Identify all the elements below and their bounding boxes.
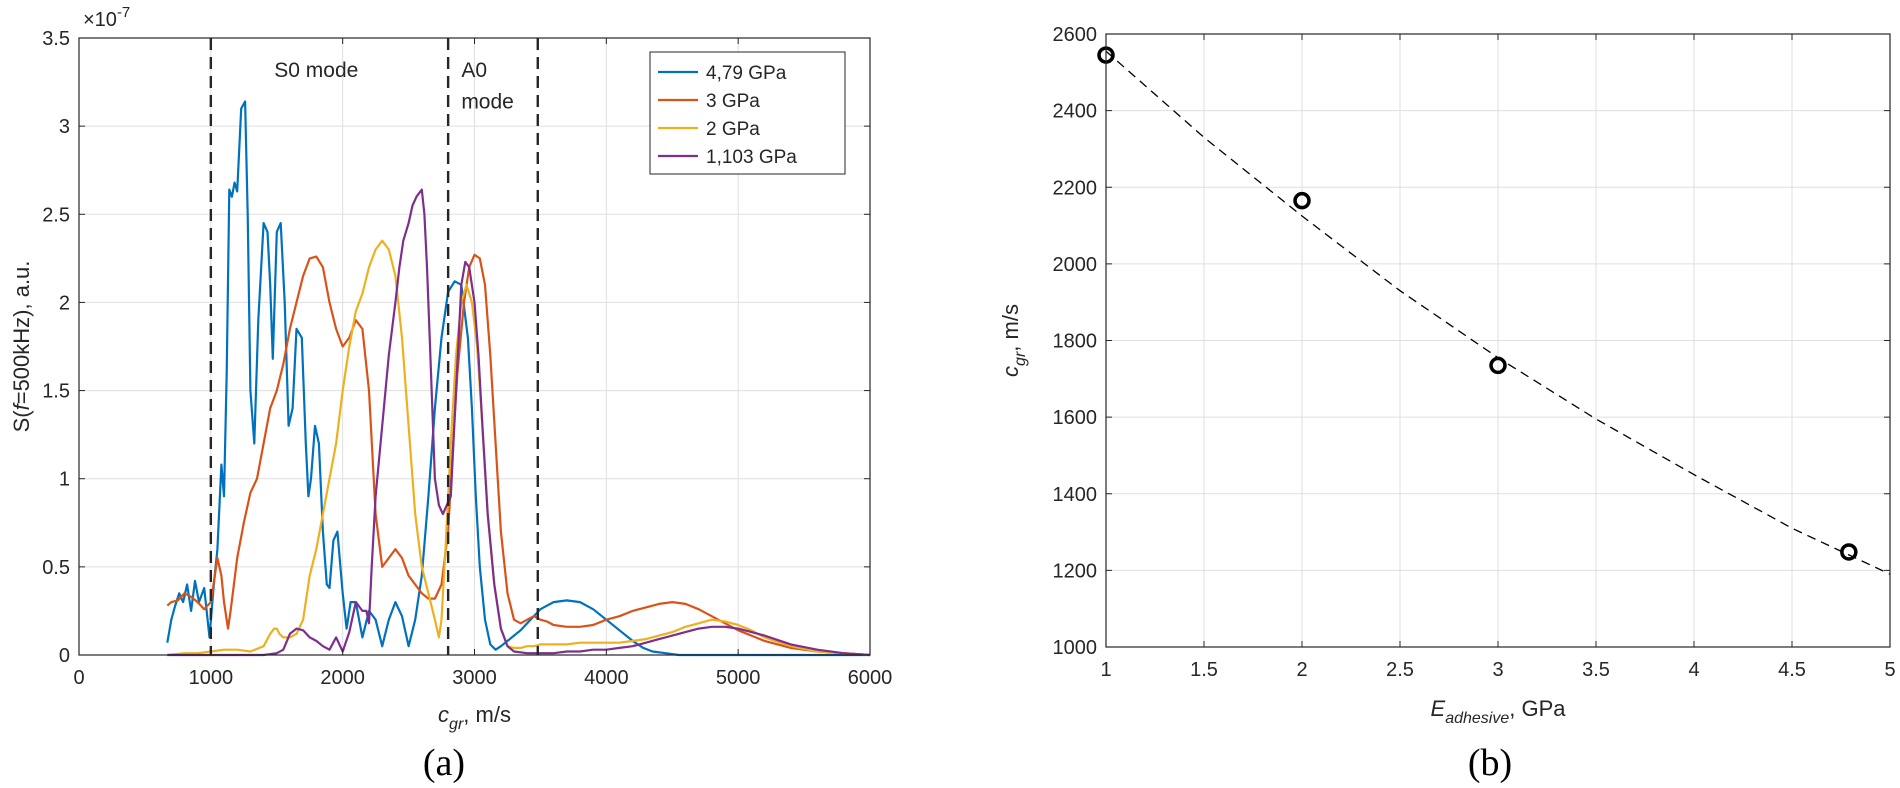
chart-b-x-axis-label: Eadhesive, GPa <box>1431 696 1567 727</box>
chart-b-y-axis-label: cgr, m/s <box>998 304 1029 377</box>
chart-b-xtick-label: 5 <box>1884 659 1895 681</box>
chart-b-ytick-label: 1800 <box>1053 331 1098 353</box>
chart-b-ytick-label: 2200 <box>1053 177 1098 199</box>
chart-a-xtick-label: 3000 <box>452 667 497 689</box>
chart-b-ytick-label: 1000 <box>1053 637 1098 659</box>
chart-b-ytick-label: 2600 <box>1053 24 1098 46</box>
series-line <box>167 188 871 657</box>
chart-b-xtick-label: 3.5 <box>1582 659 1610 681</box>
chart-b-xtick-label: 4.5 <box>1778 659 1806 681</box>
chart-b-xtick-label: 2 <box>1296 659 1307 681</box>
chart-a-ytick-label: 2 <box>59 292 70 314</box>
data-point <box>1489 356 1507 375</box>
chart-b-ytick-label: 1600 <box>1053 407 1098 429</box>
chart-a-ytick-label: 1.5 <box>42 381 70 403</box>
chart-a-ytick-label: 0.5 <box>42 557 70 579</box>
chart-a-panel-label: (a) <box>423 742 465 784</box>
chart-b-panel-label: (b) <box>1468 742 1512 784</box>
chart-a: S0 mode A0 mode 4,79 GPa 3 GPa 2 GPa 1,103 GPa… <box>9 4 892 733</box>
mode-annotation: mode <box>461 91 514 114</box>
chart-a-xtick-label: 5000 <box>716 667 761 689</box>
series-line <box>166 253 871 657</box>
chart-b-xtick-label: 4 <box>1688 659 1699 681</box>
chart-a-xtick-label: 1000 <box>189 667 234 689</box>
chart-a-x-axis-label: cgr, m/s <box>438 702 511 733</box>
series-line <box>167 239 871 657</box>
legend: 4,79 GPa 3 GPa 2 GPa 1,103 GPa <box>649 51 846 175</box>
chart-a-ytick-label: 3.5 <box>42 28 70 50</box>
chart-b-ytick-label: 1200 <box>1053 560 1098 582</box>
chart-a-exponent-label: ×10-7 <box>83 4 130 31</box>
chart-b-ytick-label: 1400 <box>1053 484 1098 506</box>
data-point <box>1840 543 1858 561</box>
data-point <box>1293 191 1311 210</box>
legend-label: 2 GPa <box>706 119 760 140</box>
chart-a-xtick-label: 6000 <box>848 667 893 689</box>
chart-b-xtick-label: 2.5 <box>1386 659 1414 681</box>
chart-b: 1 1.5 2 2.5 3 3.5 4 4.5 5 1000 1200 1400 1600 1800 200… <box>998 24 1896 727</box>
chart-a-y-axis-label: S(f=500kHz), a.u. <box>9 261 34 433</box>
series-line <box>166 100 870 657</box>
chart-a-xtick-label: 0 <box>73 667 84 689</box>
legend-label: 3 GPa <box>706 91 760 112</box>
chart-b-xtick-label: 1 <box>1100 659 1111 681</box>
legend-box <box>649 51 846 175</box>
chart-a-ytick-label: 2.5 <box>42 204 70 226</box>
chart-a-ytick-label: 0 <box>59 645 70 667</box>
chart-a-xtick-label: 2000 <box>320 667 365 689</box>
chart-b-ytick-label: 2400 <box>1053 101 1098 123</box>
chart-a-ytick-label: 3 <box>59 116 70 138</box>
chart-b-xtick-label: 1.5 <box>1190 659 1218 681</box>
mode-annotation: S0 mode <box>274 59 358 82</box>
mode-annotation: A0 <box>461 59 487 82</box>
chart-a-ytick-label: 1 <box>59 469 70 491</box>
chart-b-ytick-label: 2000 <box>1053 254 1098 276</box>
chart-b-xtick-label: 3 <box>1492 659 1503 681</box>
chart-a-xtick-label: 4000 <box>584 667 629 689</box>
legend-label: 1,103 GPa <box>706 147 797 168</box>
legend-label: 4,79 GPa <box>706 63 787 84</box>
